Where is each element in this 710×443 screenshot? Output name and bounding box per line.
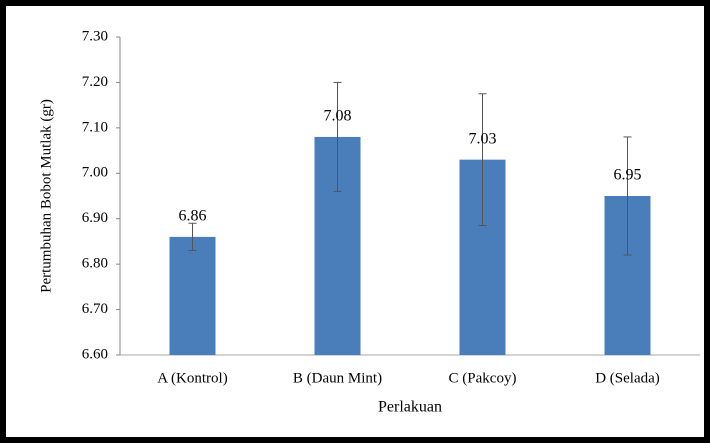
bar (169, 236, 216, 355)
y-tick-label: 6.90 (82, 210, 108, 226)
y-tick-label: 7.20 (82, 74, 108, 90)
x-tick-label: B (Daun Mint) (293, 370, 382, 386)
y-tick-label: 6.70 (82, 301, 108, 317)
y-tick-label: 6.80 (82, 256, 108, 272)
y-axis-label: Pertumbuhan Bobot Mutlak (gr) (38, 99, 54, 293)
y-tick-label: 7.10 (82, 119, 108, 135)
y-tick-label: 7.30 (82, 28, 108, 44)
x-tick-label: A (Kontrol) (157, 370, 227, 386)
y-tick-label: 6.60 (82, 346, 108, 362)
data-label: 7.08 (324, 108, 352, 125)
data-label: 7.03 (469, 130, 497, 147)
data-label: 6.95 (614, 167, 642, 184)
x-tick-label: C (Pakcoy) (449, 370, 517, 386)
data-label: 6.86 (179, 208, 207, 225)
x-axis-label: Perlakuan (378, 399, 442, 416)
y-tick-label: 7.00 (82, 165, 108, 181)
x-tick-label: D (Selada) (595, 370, 660, 386)
